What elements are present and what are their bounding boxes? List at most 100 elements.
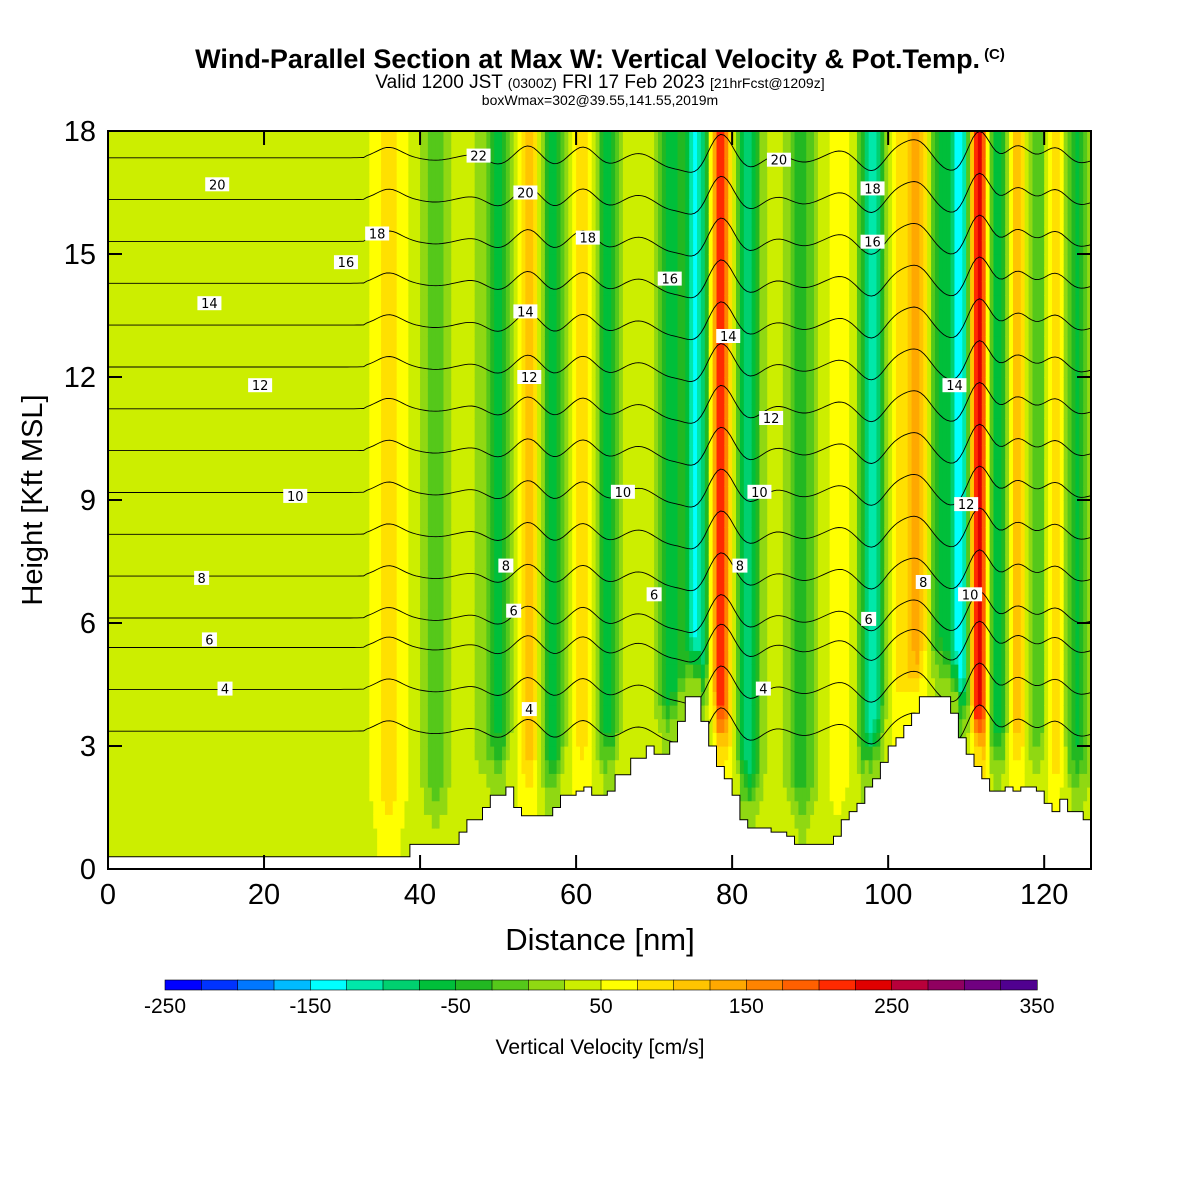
w-cell — [423, 527, 429, 542]
w-cell — [283, 158, 289, 173]
w-cell — [197, 240, 203, 255]
w-cell — [400, 486, 406, 501]
w-cell — [275, 513, 281, 528]
w-cell — [349, 240, 355, 255]
w-cell — [174, 336, 179, 351]
w-cell — [178, 554, 183, 569]
w-cell — [455, 226, 460, 241]
w-cell — [443, 500, 448, 515]
w-cell — [373, 445, 378, 460]
w-cell — [459, 800, 464, 815]
w-cell — [420, 172, 425, 187]
w-cell — [193, 431, 199, 446]
w-cell — [392, 677, 398, 692]
w-cell — [439, 295, 445, 310]
w-cell — [447, 650, 452, 665]
w-cell — [256, 787, 261, 802]
w-cell — [150, 226, 156, 241]
w-cell — [252, 281, 257, 296]
w-cell — [186, 336, 191, 351]
w-cell — [412, 377, 417, 392]
w-cell — [334, 732, 339, 747]
w-cell — [225, 322, 230, 337]
w-cell — [427, 199, 433, 214]
w-cell — [111, 172, 117, 187]
w-cell — [186, 513, 191, 528]
w-cell — [248, 650, 253, 665]
w-cell — [439, 349, 445, 364]
w-cell — [373, 513, 378, 528]
w-cell — [174, 295, 179, 310]
w-cell — [135, 718, 140, 733]
w-cell — [189, 664, 195, 679]
w-cell — [447, 472, 452, 487]
w-cell — [420, 281, 425, 296]
w-cell — [283, 800, 289, 815]
w-cell — [462, 623, 468, 638]
w-cell — [388, 322, 394, 337]
w-cell — [174, 718, 179, 733]
w-cell — [115, 472, 121, 487]
w-cell — [451, 787, 456, 802]
w-cell — [115, 677, 121, 692]
w-cell — [256, 773, 261, 788]
w-cell — [338, 267, 343, 282]
w-cell — [431, 732, 437, 747]
w-cell — [416, 308, 421, 323]
w-cell — [260, 431, 265, 446]
w-cell — [291, 322, 296, 337]
w-cell — [264, 718, 269, 733]
w-cell — [306, 582, 312, 597]
w-cell — [455, 636, 460, 651]
w-cell — [353, 336, 359, 351]
w-cell — [408, 513, 413, 528]
w-cell — [326, 199, 331, 214]
w-cell — [384, 705, 390, 720]
w-cell — [462, 336, 468, 351]
w-cell — [287, 281, 292, 296]
w-cell — [158, 677, 164, 692]
w-cell — [240, 336, 246, 351]
w-cell — [451, 773, 456, 788]
w-cell — [248, 336, 253, 351]
w-cell — [310, 131, 316, 146]
w-cell — [447, 390, 452, 405]
w-cell — [209, 267, 214, 282]
w-cell — [381, 254, 386, 269]
w-cell — [291, 472, 296, 487]
w-cell — [275, 609, 281, 624]
w-cell — [404, 349, 409, 364]
w-cell — [369, 773, 374, 788]
w-cell — [318, 636, 324, 651]
w-cell — [423, 240, 429, 255]
w-cell — [443, 718, 448, 733]
w-cell — [147, 691, 152, 706]
w-cell — [349, 664, 355, 679]
w-cell — [404, 609, 409, 624]
w-cell — [264, 623, 269, 638]
w-cell — [166, 841, 172, 856]
w-cell — [416, 541, 421, 556]
w-cell — [221, 336, 226, 351]
w-cell — [197, 472, 203, 487]
w-cell — [143, 431, 148, 446]
w-cell — [384, 445, 390, 460]
w-cell — [310, 787, 316, 802]
w-cell — [186, 459, 191, 474]
w-cell — [115, 131, 121, 146]
w-cell — [275, 295, 281, 310]
w-cell — [228, 172, 234, 187]
w-cell — [193, 418, 199, 433]
w-cell — [353, 144, 359, 159]
w-cell — [330, 568, 335, 583]
w-cell — [248, 500, 253, 515]
w-cell — [338, 541, 343, 556]
w-cell — [439, 322, 445, 337]
w-cell — [384, 595, 390, 610]
w-cell — [150, 623, 156, 638]
w-cell — [213, 609, 218, 624]
w-cell — [455, 746, 460, 761]
w-cell — [174, 732, 179, 747]
w-cell — [123, 691, 129, 706]
w-cell — [197, 144, 203, 159]
